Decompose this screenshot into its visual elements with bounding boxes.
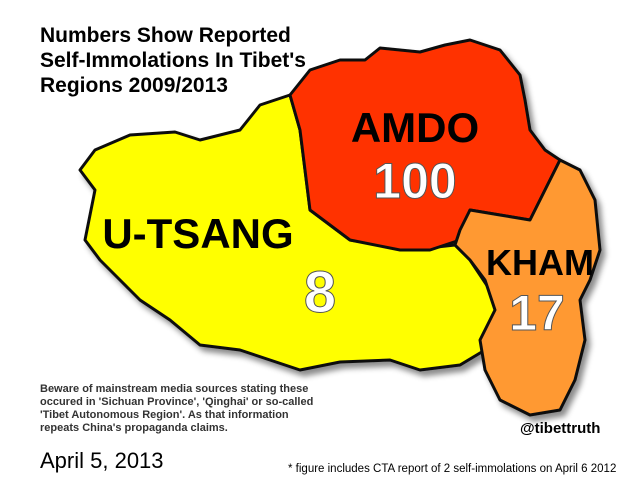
title-line: Regions 2009/2013 [40,74,228,97]
map [78,38,602,417]
note-line: occured in 'Sichuan Province', 'Qinghai'… [40,396,313,408]
date: April 5, 2013 [40,448,164,473]
kham-region [453,158,602,417]
region-count: 100 [373,153,456,209]
region-name: KHAM [486,242,594,283]
note-line: repeats China's propaganda claims. [40,422,228,434]
title-line: Self-Immolations In Tibet's [40,49,306,72]
title-line: Numbers Show Reported [40,24,291,47]
handle: @tibettruth [520,420,600,437]
region-name: U-TSANG [102,210,293,257]
region-count: 8 [304,260,336,325]
note-line: Beware of mainstream media sources stati… [40,383,308,395]
region-name: AMDO [351,104,479,151]
region-count: 17 [509,285,565,341]
footnote: * figure includes CTA report of 2 self-i… [288,463,616,475]
note-line: 'Tibet Autonomous Region'. As that infor… [40,409,289,421]
amdo-region [288,38,562,252]
